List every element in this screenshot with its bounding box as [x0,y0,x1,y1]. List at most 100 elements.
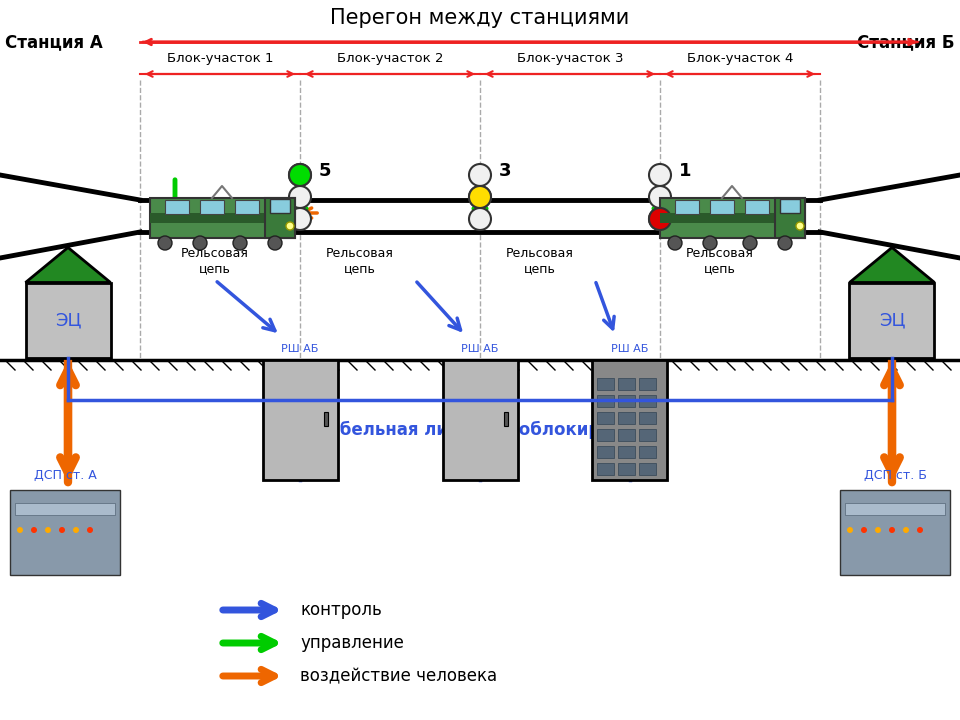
Circle shape [268,236,282,250]
Bar [597,395,614,407]
Circle shape [889,527,895,533]
Circle shape [59,527,65,533]
Text: Блок-участок 2: Блок-участок 2 [337,52,444,65]
Bar [592,360,667,480]
Bar [150,198,295,238]
Bar [597,463,614,475]
Text: Станция А: Станция А [5,33,103,51]
Circle shape [469,186,491,208]
Text: Рельсовая
цепь: Рельсовая цепь [181,247,249,275]
Circle shape [917,527,923,533]
Circle shape [73,527,79,533]
Circle shape [233,236,247,250]
Bar [775,198,805,238]
Bar [262,360,338,480]
Circle shape [469,208,491,230]
Bar [235,200,259,214]
Circle shape [649,208,671,230]
Text: Рельсовая
цепь: Рельсовая цепь [686,247,754,275]
Circle shape [649,164,671,186]
Bar [26,282,110,358]
Bar [15,503,115,515]
Polygon shape [26,248,110,282]
Circle shape [31,527,37,533]
Circle shape [289,186,311,208]
Bar [850,282,934,358]
Text: Рельсовая
цепь: Рельсовая цепь [326,247,394,275]
Circle shape [778,236,792,250]
Bar [597,446,614,458]
Text: ДСП ст. Б: ДСП ст. Б [864,469,926,482]
Circle shape [45,527,51,533]
Bar [840,490,950,575]
Circle shape [649,186,671,208]
Bar [597,412,614,424]
Circle shape [875,527,881,533]
Bar [639,429,657,441]
Circle shape [796,222,804,230]
Text: 1: 1 [679,162,691,180]
Bar [845,503,945,515]
Text: Станция Б: Станция Б [857,33,955,51]
Circle shape [649,208,671,230]
Bar [618,429,636,441]
Bar [10,490,120,575]
Text: Кабельная линия автоблокировки: Кабельная линия автоблокировки [315,421,645,439]
Bar [618,378,636,390]
Bar [639,395,657,407]
Bar [660,213,805,223]
Text: 5: 5 [319,162,331,180]
Circle shape [289,164,311,186]
Bar [597,429,614,441]
Circle shape [469,164,491,186]
Circle shape [158,236,172,250]
Bar [443,360,517,480]
Bar [265,198,295,238]
Text: РШ АБ: РШ АБ [612,344,649,354]
Text: РШ АБ: РШ АБ [462,344,498,354]
Circle shape [861,527,867,533]
Text: РШ АБ: РШ АБ [281,344,319,354]
Bar [639,463,657,475]
Bar [618,412,636,424]
Circle shape [289,164,311,186]
Circle shape [903,527,909,533]
Bar [618,446,636,458]
Bar [660,198,805,238]
Text: Блок-участок 1: Блок-участок 1 [167,52,274,65]
Bar [165,200,189,214]
Bar [503,412,508,426]
Text: управление: управление [300,634,404,652]
Circle shape [17,527,23,533]
Bar [710,200,734,214]
Bar [324,412,327,426]
Text: Рельсовая
цепь: Рельсовая цепь [506,247,574,275]
Bar [618,395,636,407]
Bar [618,463,636,475]
Bar [780,199,800,213]
Text: контроль: контроль [300,601,382,619]
Text: ДСП ст. А: ДСП ст. А [34,469,96,482]
Bar [597,378,614,390]
Text: ЭЦ: ЭЦ [878,311,905,329]
Bar [150,213,295,223]
Circle shape [87,527,93,533]
Text: Блок-участок 3: Блок-участок 3 [516,52,623,65]
Bar [270,199,290,213]
Text: Перегон между станциями: Перегон между станциями [330,8,630,28]
Bar [200,200,224,214]
Text: ЭЦ: ЭЦ [55,311,82,329]
Text: Блок-участок 4: Блок-участок 4 [686,52,793,65]
Bar [675,200,699,214]
Circle shape [469,186,491,208]
Circle shape [847,527,853,533]
Circle shape [743,236,757,250]
Polygon shape [850,248,934,282]
Circle shape [286,222,294,230]
Bar [639,412,657,424]
Bar [745,200,769,214]
Text: воздействие человека: воздействие человека [300,667,497,685]
Bar [639,378,657,390]
Circle shape [193,236,207,250]
Text: 3: 3 [499,162,512,180]
